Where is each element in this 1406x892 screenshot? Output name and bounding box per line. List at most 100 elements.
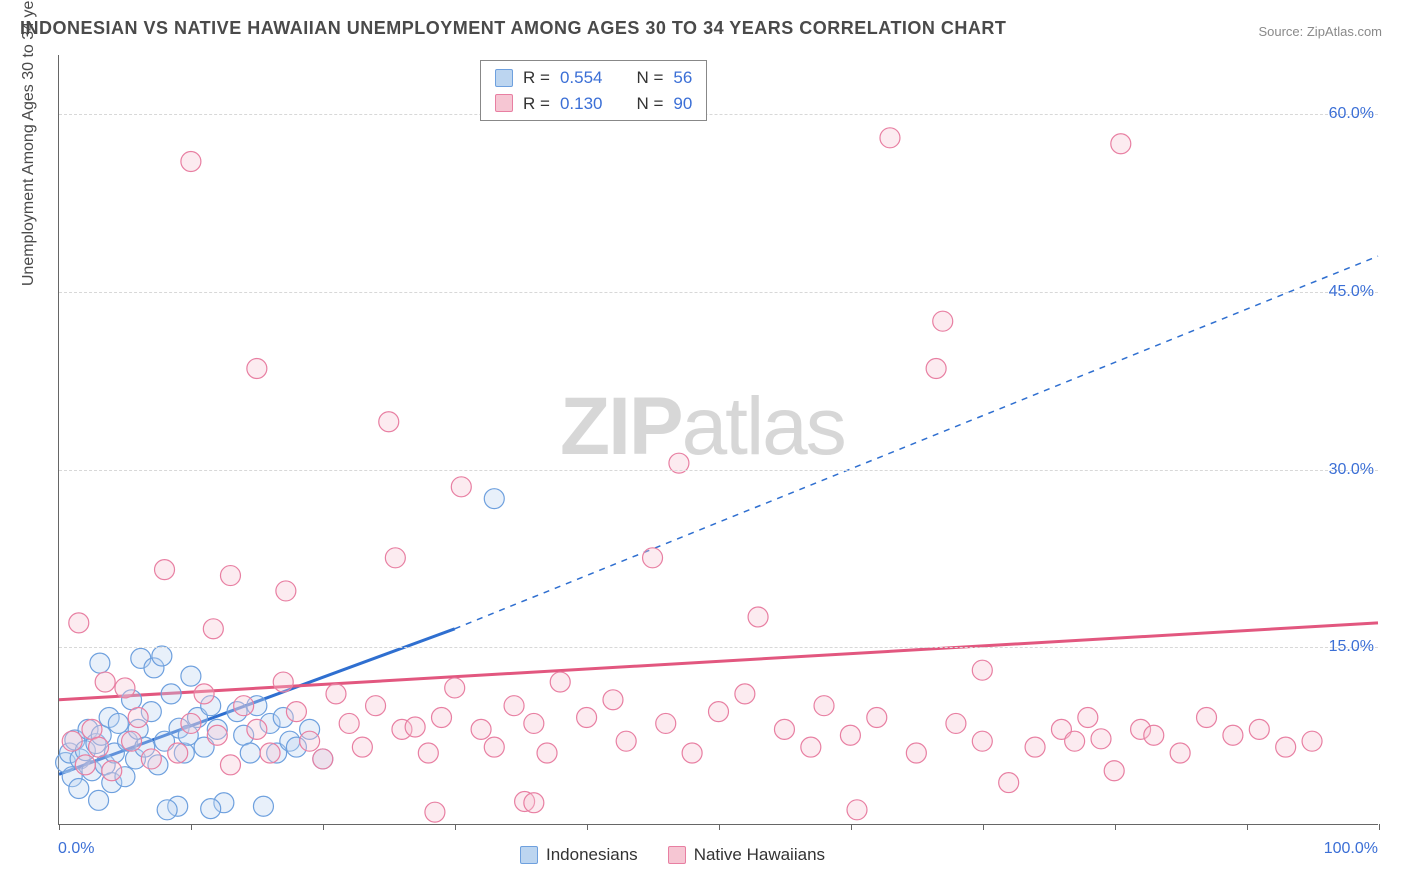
grid-line [59,114,1378,115]
chart-title: INDONESIAN VS NATIVE HAWAIIAN UNEMPLOYME… [20,18,1006,39]
data-point [352,737,372,757]
data-point [286,702,306,722]
data-point [194,684,214,704]
data-point [1249,719,1269,739]
x-axis-min-label: 0.0% [58,840,94,858]
legend-n-label: N = [636,65,663,91]
legend-swatch [520,846,538,864]
data-point [432,708,452,728]
data-point [1111,134,1131,154]
data-point [656,713,676,733]
series-legend: Indonesians Native Hawaiians [520,845,825,865]
data-point [102,761,122,781]
data-point [90,653,110,673]
data-point [748,607,768,627]
data-point [207,725,227,745]
data-point [379,412,399,432]
legend-item-label: Indonesians [546,845,638,865]
data-point [95,672,115,692]
legend-item: Native Hawaiians [668,845,825,865]
data-point [471,719,491,739]
grid-line [59,647,1378,648]
x-tick [983,824,984,830]
data-point [276,581,296,601]
data-point [203,619,223,639]
data-point [89,790,109,810]
data-point [999,773,1019,793]
data-point [484,489,504,509]
data-point [161,684,181,704]
data-point [946,713,966,733]
legend-n-value: 56 [673,65,692,91]
legend-swatch [495,94,513,112]
data-point [524,713,544,733]
y-tick-label: 45.0% [1329,283,1380,301]
data-point [801,737,821,757]
data-point [141,749,161,769]
data-point [577,708,597,728]
data-point [847,800,867,820]
data-point [1144,725,1164,745]
x-tick [59,824,60,830]
data-point [152,646,172,666]
data-point [682,743,702,763]
x-tick [851,824,852,830]
data-point [168,743,188,763]
legend-swatch [668,846,686,864]
x-axis-max-label: 100.0% [1324,840,1378,858]
data-point [405,717,425,737]
data-point [880,128,900,148]
data-point [181,666,201,686]
data-point [108,713,128,733]
data-point [326,684,346,704]
legend-r-value: 0.554 [560,65,603,91]
legend-n-label: N = [636,91,663,117]
x-tick [191,824,192,830]
data-point [616,731,636,751]
data-point [1223,725,1243,745]
legend-r-label: R = [523,91,550,117]
grid-line [59,292,1378,293]
data-point [247,719,267,739]
data-point [1065,731,1085,751]
y-axis-title: Unemployment Among Ages 30 to 34 years [20,0,38,286]
data-point [1104,761,1124,781]
data-point [537,743,557,763]
y-tick-label: 60.0% [1329,105,1380,123]
data-point [418,743,438,763]
plot-area: 15.0%30.0%45.0%60.0% [58,55,1378,825]
data-point [260,743,280,763]
chart-svg [59,55,1378,824]
trend-line [59,623,1378,700]
data-point [385,548,405,568]
data-point [240,743,260,763]
legend-r-label: R = [523,65,550,91]
grid-line [59,470,1378,471]
data-point [339,713,359,733]
data-point [451,477,471,497]
data-point [1170,743,1190,763]
data-point [201,799,221,819]
x-tick [1247,824,1248,830]
data-point [867,708,887,728]
y-tick-label: 15.0% [1329,638,1380,656]
correlation-legend: R =0.554N =56R =0.130N =90 [480,60,707,121]
data-point [69,613,89,633]
data-point [774,719,794,739]
legend-swatch [495,69,513,87]
data-point [972,731,992,751]
legend-item-label: Native Hawaiians [694,845,825,865]
data-point [1276,737,1296,757]
data-point [1197,708,1217,728]
data-point [75,755,95,775]
data-point [69,779,89,799]
data-point [643,548,663,568]
data-point [550,672,570,692]
data-point [300,731,320,751]
data-point [181,151,201,171]
x-tick [719,824,720,830]
legend-item: Indonesians [520,845,638,865]
data-point [1091,729,1111,749]
data-point [128,708,148,728]
x-tick [323,824,324,830]
